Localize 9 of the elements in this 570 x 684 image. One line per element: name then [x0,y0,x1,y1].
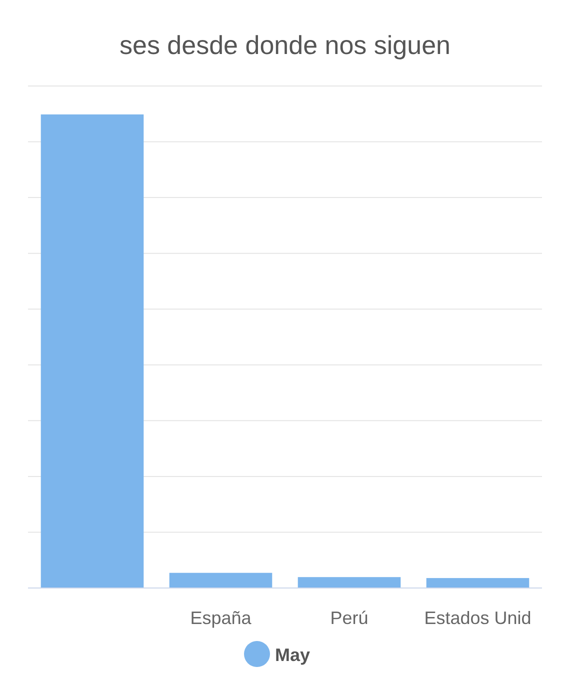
bar [298,577,401,588]
legend-label: May [275,645,310,665]
x-tick-label: Estados Unid [424,608,532,628]
bar [426,578,530,588]
x-tick-label: Perú [330,608,368,628]
bar [169,572,272,588]
x-tick-label: España [190,608,252,628]
chart-title: ses desde donde nos siguen [119,30,451,60]
bar [40,114,144,588]
